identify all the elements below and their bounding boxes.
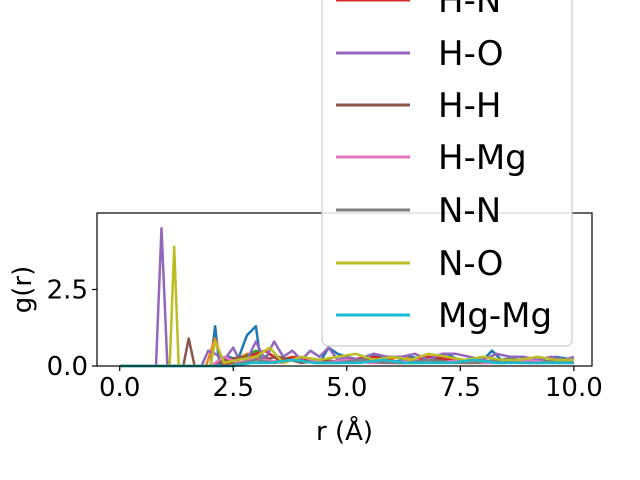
legend-label: N-O	[438, 244, 503, 284]
x-tick-label: 0.0	[99, 373, 140, 403]
legend-box	[321, 0, 573, 347]
axes-layer: 0.0 2.5 5.0 7.5 10.0 0.0 2.5	[47, 276, 603, 404]
series-line-s9	[119, 245, 574, 368]
legend-label: N-N	[438, 191, 501, 231]
x-tick-label: 10.0	[545, 373, 603, 403]
legend: H-N H-O H-H H-Mg N-N N-O Mg-Mg	[321, 0, 573, 347]
y-tick-label: 0.0	[47, 352, 88, 382]
x-axis-label: r (Å)	[316, 415, 373, 447]
series-line-s10	[119, 358, 574, 368]
series-line-s5	[119, 227, 575, 368]
y-axis-label: g(r)	[8, 266, 38, 313]
legend-label: H-H	[438, 86, 501, 126]
x-tick-label: 2.5	[213, 373, 254, 403]
y-tick-label: 2.5	[47, 276, 88, 306]
legend-label: H-O	[438, 34, 504, 74]
x-tick-label: 5.0	[326, 373, 367, 403]
legend-label: H-Mg	[438, 138, 527, 178]
legend-label: Mg-Mg	[438, 296, 552, 336]
x-tick-label: 7.5	[440, 373, 481, 403]
legend-label: H-N	[438, 0, 501, 21]
